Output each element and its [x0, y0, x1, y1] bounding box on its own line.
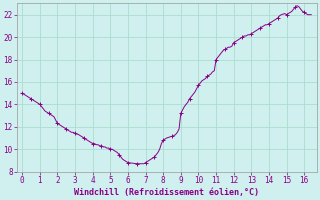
X-axis label: Windchill (Refroidissement éolien,°C): Windchill (Refroidissement éolien,°C)	[74, 188, 259, 197]
